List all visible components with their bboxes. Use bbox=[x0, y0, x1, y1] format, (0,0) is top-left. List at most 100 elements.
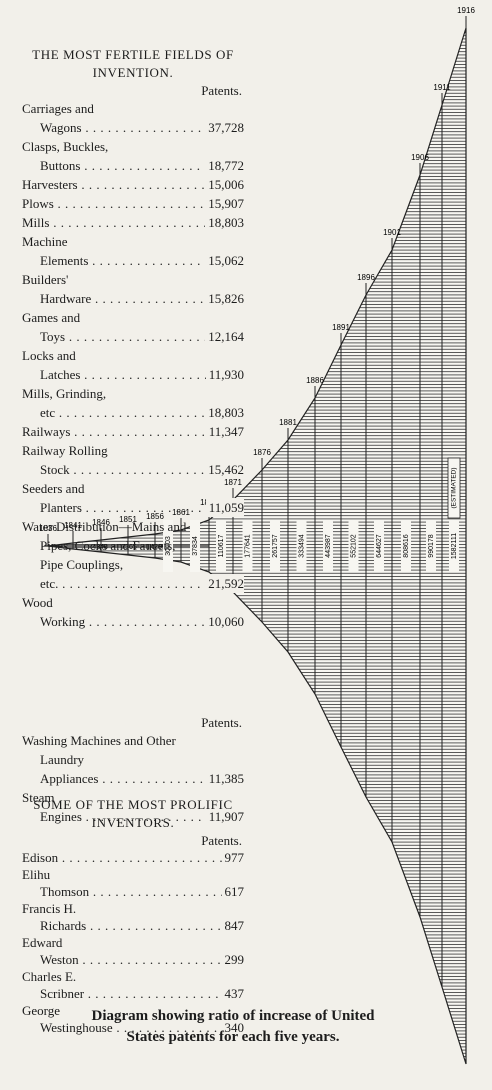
table-row: Seeders and Planters11,059 bbox=[22, 479, 244, 517]
year-label: 1891 bbox=[332, 323, 350, 332]
prolific-inventors: SOME OF THE MOST PROLIFIC INVENTORS. Paten… bbox=[22, 796, 244, 1036]
row-value: 11,930 bbox=[205, 365, 244, 384]
value-label: 7365 bbox=[121, 544, 137, 551]
row-name: Mills bbox=[22, 215, 244, 230]
label-bg bbox=[163, 520, 173, 572]
year-label: 1886 bbox=[306, 376, 324, 385]
row-name: Edward Weston bbox=[22, 935, 244, 967]
table-row: Steam Engines11,907 bbox=[22, 788, 244, 826]
year-label: 1861 bbox=[172, 508, 190, 517]
row-name: Charles E. Scribner bbox=[22, 969, 244, 1001]
table-row: Builders' Hardware15,826 bbox=[22, 270, 244, 308]
table-row: Machine Elements15,062 bbox=[22, 232, 244, 270]
row-name: Harvesters bbox=[22, 177, 244, 192]
column-header: Patents. bbox=[201, 83, 242, 98]
caption-line: States patents for each five years. bbox=[126, 1029, 340, 1045]
row-value: 15,462 bbox=[205, 460, 244, 479]
row-value: 15,907 bbox=[205, 194, 244, 213]
year-label: 1856 bbox=[146, 512, 164, 521]
year-label: 1846 bbox=[92, 518, 110, 527]
column-header: Patents. bbox=[201, 833, 242, 848]
value-label: 110617 bbox=[218, 534, 225, 557]
value-label: 261757 bbox=[272, 534, 279, 557]
table-row: Washing Machines and Other Laundry Appli… bbox=[22, 731, 244, 788]
note-box bbox=[447, 457, 461, 519]
value-label: 644627 bbox=[376, 534, 383, 557]
row-value: 15,062 bbox=[205, 251, 244, 270]
table-row: Plows15,907 bbox=[22, 194, 244, 213]
table-row: Water Distribution—Mains and Pipes, Cock… bbox=[22, 517, 244, 593]
value-label: 333494 bbox=[298, 534, 305, 557]
value-label: 37834 bbox=[192, 536, 199, 556]
year-label: 1881 bbox=[279, 418, 297, 427]
value-label: 552102 bbox=[350, 534, 357, 557]
row-value: 18,803 bbox=[205, 213, 244, 232]
label-bg bbox=[426, 520, 436, 572]
table-row: George Westinghouse340 bbox=[22, 1002, 244, 1036]
value-label: 1582111 bbox=[451, 533, 458, 559]
table-row: Locks and Latches11,930 bbox=[22, 346, 244, 384]
table-row: Railways11,347 bbox=[22, 422, 244, 441]
column-header: Patents. bbox=[201, 715, 242, 730]
year-label: 1896 bbox=[357, 273, 375, 282]
row-value: 21,592 bbox=[205, 574, 244, 593]
row-name: Elihu Thomson bbox=[22, 867, 244, 899]
label-bg bbox=[449, 520, 459, 572]
year-label: 1911 bbox=[433, 83, 451, 92]
value-label: 990178 bbox=[428, 534, 435, 557]
fertile-fields: THE MOST FERTILE FIELDS OF INVENTION. Pate… bbox=[22, 46, 244, 631]
label-bg bbox=[270, 520, 280, 572]
row-value: 340 bbox=[221, 1019, 244, 1036]
label-bg bbox=[242, 520, 253, 572]
year-label: 1876 bbox=[253, 448, 271, 457]
row-value: 37,728 bbox=[205, 118, 244, 137]
value-label: 177641 bbox=[244, 534, 251, 557]
year-label: 1851 bbox=[119, 515, 137, 524]
table-row: Francis H. Richards847 bbox=[22, 900, 244, 934]
row-value: 299 bbox=[221, 951, 244, 968]
value-label: 30603 bbox=[165, 536, 172, 556]
row-value: 11,385 bbox=[205, 769, 244, 788]
row-value: 11,907 bbox=[205, 807, 244, 826]
section-title: THE MOST FERTILE FIELDS OF bbox=[32, 47, 234, 62]
row-value: 12,164 bbox=[205, 327, 244, 346]
table-row: Railway Rolling Stock15,462 bbox=[22, 441, 244, 479]
table-row: Edison977 bbox=[22, 849, 244, 866]
row-value: 11,059 bbox=[205, 498, 244, 517]
row-value: 18,772 bbox=[205, 156, 244, 175]
label-bg bbox=[216, 520, 226, 572]
caption-line: Diagram showing ratio of increase of Uni… bbox=[91, 1008, 375, 1024]
table-row: Elihu Thomson617 bbox=[22, 866, 244, 900]
table-row: Mills, Grinding, etc18,803 bbox=[22, 384, 244, 422]
table-row: Mills18,803 bbox=[22, 213, 244, 232]
year-label: 1836 bbox=[39, 524, 57, 533]
row-value: 10,060 bbox=[205, 612, 244, 631]
row-name: Railways bbox=[22, 424, 244, 439]
section-title: INVENTION. bbox=[92, 65, 174, 80]
caption: Diagram showing ratio of increase of Uni… bbox=[18, 1006, 448, 1048]
row-value: 15,006 bbox=[205, 175, 244, 194]
row-name: Francis H. Richards bbox=[22, 901, 244, 933]
row-value: 617 bbox=[221, 883, 244, 900]
year-label: 1906 bbox=[411, 153, 429, 162]
year-label: 1871 bbox=[224, 478, 242, 487]
row-value: 11,347 bbox=[205, 422, 244, 441]
year-label: 1841 bbox=[64, 521, 82, 530]
row-value: 847 bbox=[221, 917, 244, 934]
table-row: Clasps, Buckles, Buttons18,772 bbox=[22, 137, 244, 175]
label-bg bbox=[401, 520, 411, 572]
row-name: Plows bbox=[22, 196, 244, 211]
year-label: 1901 bbox=[383, 228, 401, 237]
label-bg bbox=[296, 520, 307, 572]
value-label: 443987 bbox=[325, 534, 332, 557]
table-row: Carriages and Wagons37,728 bbox=[22, 99, 244, 137]
row-name: Edison bbox=[22, 850, 244, 865]
section-title: SOME OF THE MOST PROLIFIC bbox=[33, 797, 233, 812]
section-title: INVENTORS. bbox=[91, 815, 175, 830]
row-value: 977 bbox=[221, 849, 244, 866]
value-label: 808616 bbox=[403, 534, 410, 557]
table-row: Edward Weston299 bbox=[22, 934, 244, 968]
row-value: 15,826 bbox=[205, 289, 244, 308]
row-value: 437 bbox=[221, 985, 244, 1002]
